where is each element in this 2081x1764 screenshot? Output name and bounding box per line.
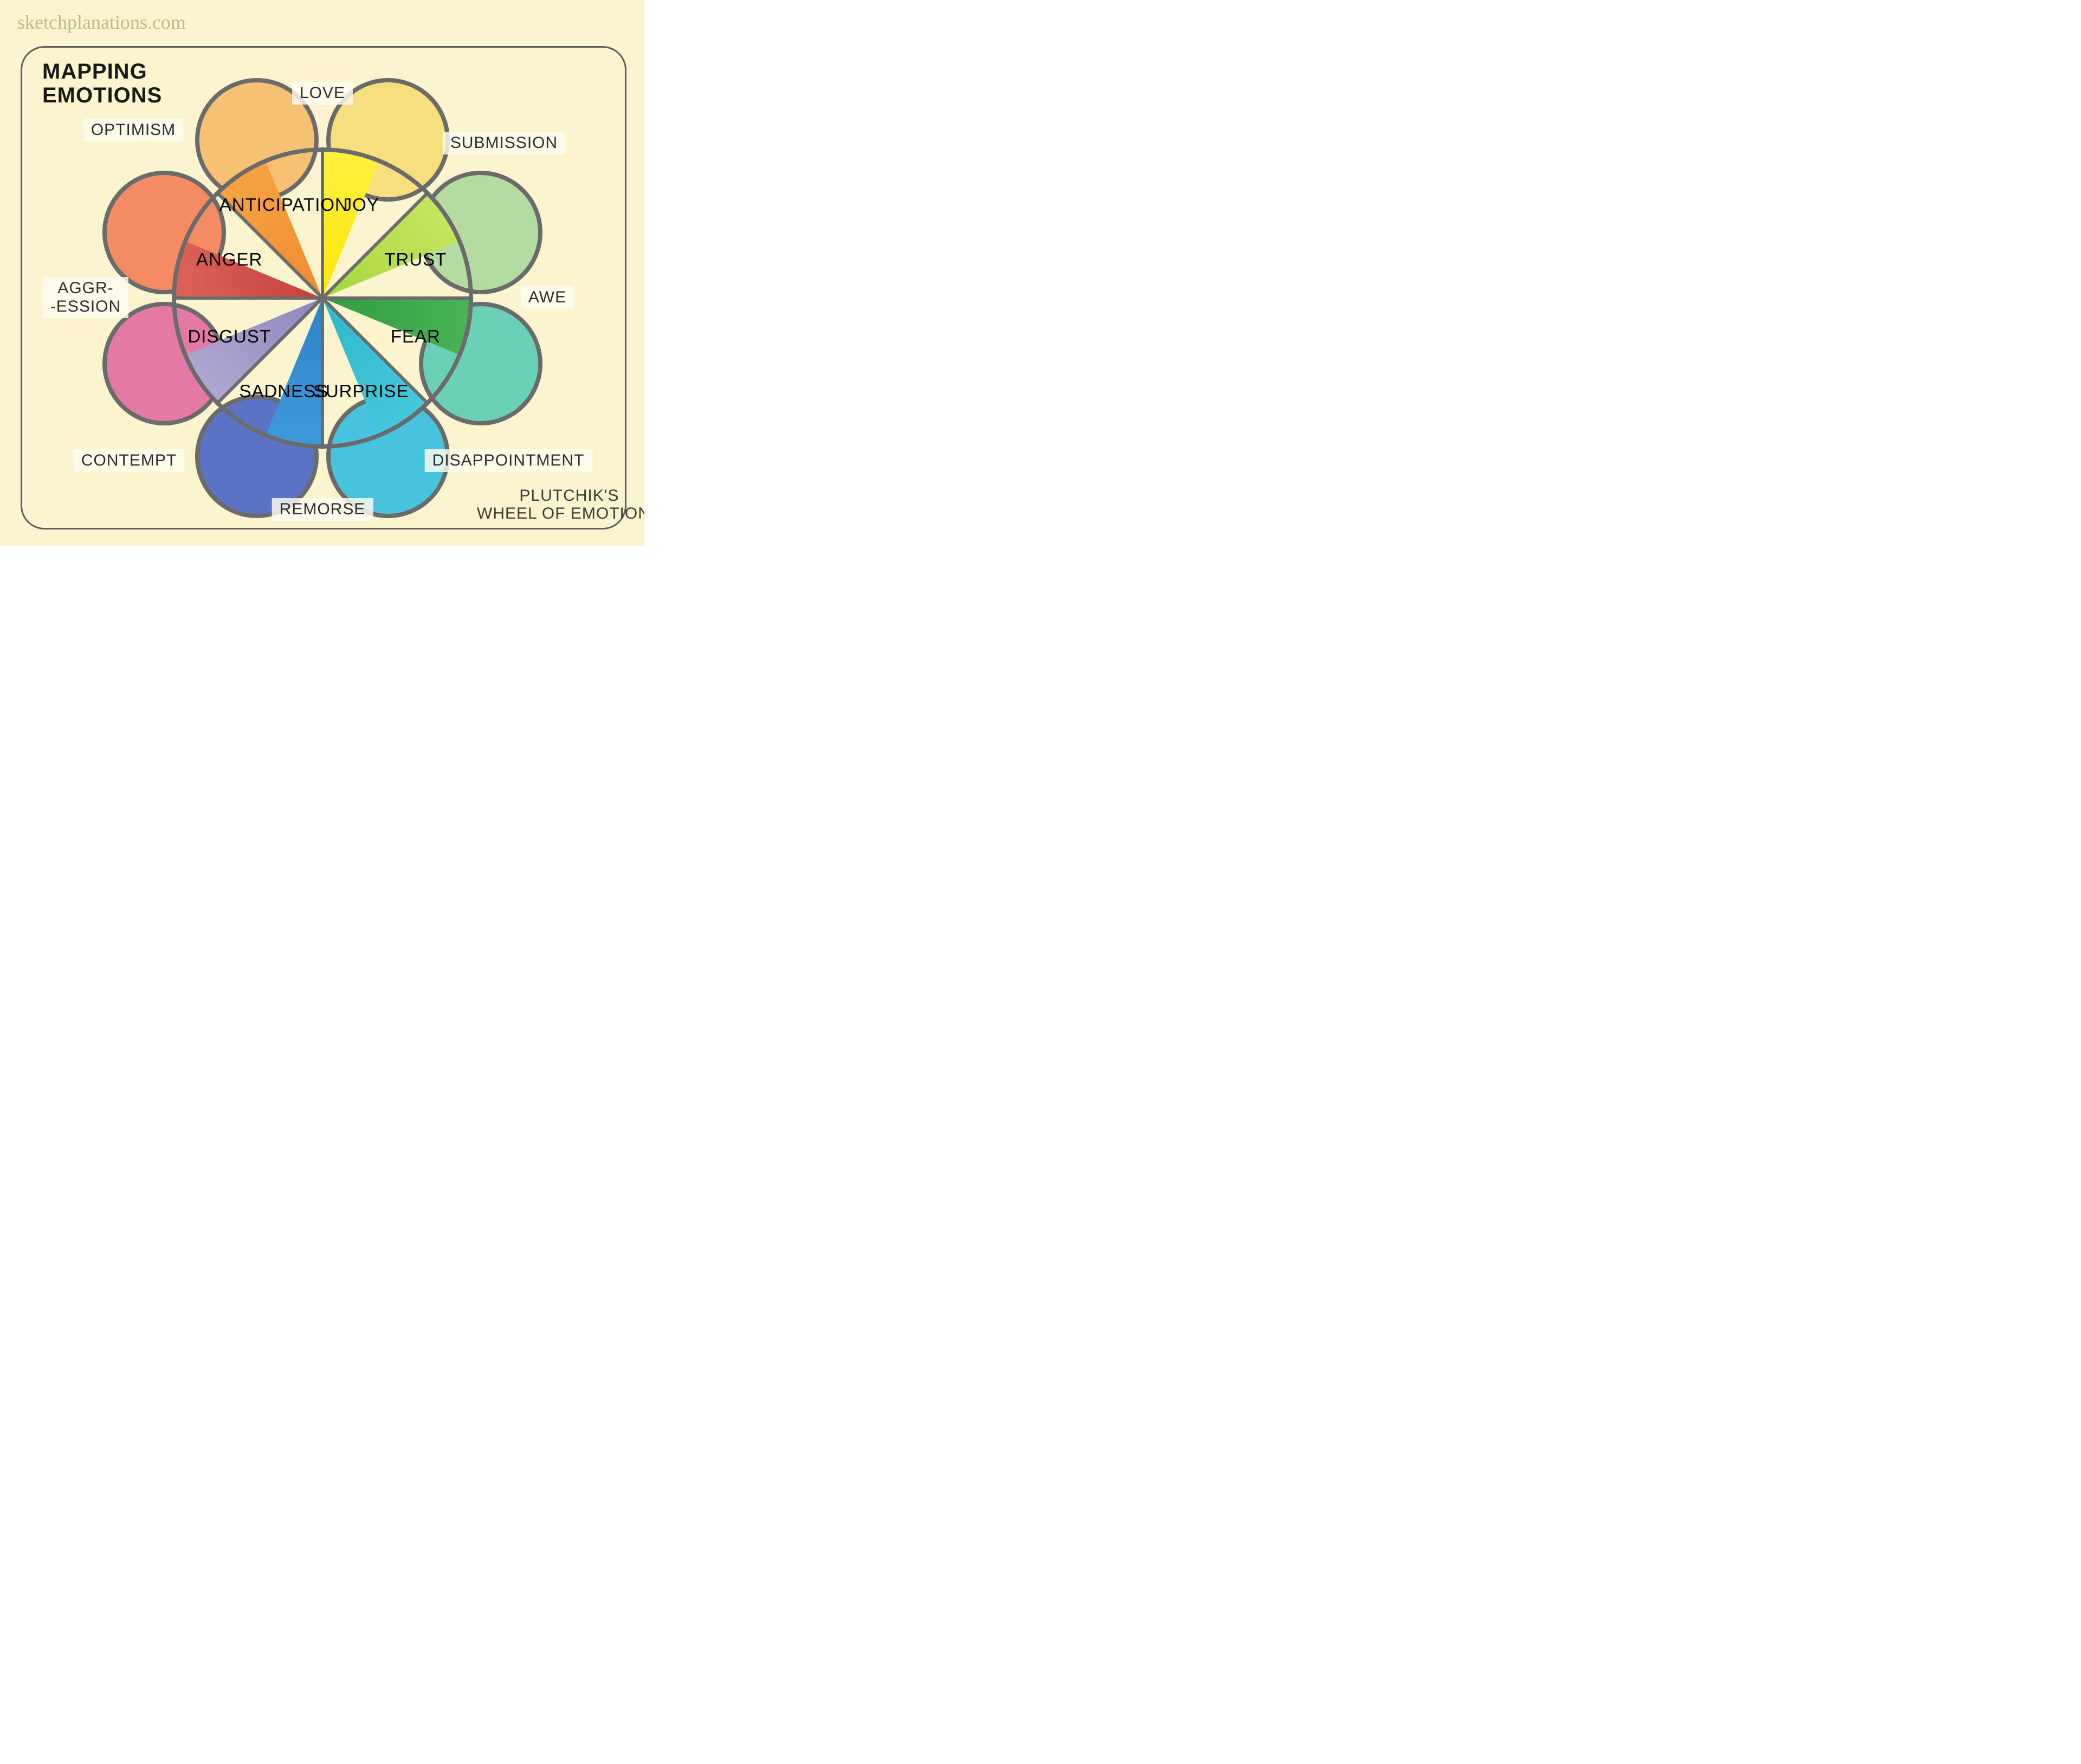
wheel-spoke [322, 296, 473, 300]
petal-label-love: LOVE [292, 82, 353, 105]
petal-label-disappointment: DISAPPOINTMENT [425, 449, 592, 472]
slice-label-trust: TRUST [384, 249, 447, 270]
source-watermark: sketchplanations.com [17, 11, 186, 34]
slice-label-disgust: DISGUST [188, 326, 271, 347]
slice-label-fear: FEAR [391, 326, 441, 347]
petal-label-aggression: AGGR- -ESSION [43, 277, 128, 318]
slice-label-anticipation: ANTICIPATION [219, 195, 348, 215]
wheel-spoke [321, 147, 324, 298]
diagram-credit: PLUTCHIK'S WHEEL OF EMOTIONS [477, 487, 644, 522]
petal-label-remorse: REMORSE [272, 498, 373, 521]
page: sketchplanations.com MAPPING EMOTIONS JO… [0, 0, 644, 546]
wheel-spoke [172, 296, 322, 300]
wheel-spoke [321, 298, 324, 449]
emotion-wheel-diagram: JOYTRUSTFEARSURPRISESADNESSDISGUSTANGERA… [86, 62, 559, 534]
petal-label-submission: SUBMISSION [443, 132, 565, 154]
petal-label-optimism: OPTIMISM [83, 119, 183, 141]
slice-label-anger: ANGER [196, 249, 262, 270]
emotion-wheel [172, 147, 473, 449]
slice-label-sadness: SADNESS [239, 381, 328, 402]
petal-label-awe: AWE [521, 286, 574, 309]
petal-label-contempt: CONTEMPT [74, 449, 184, 472]
